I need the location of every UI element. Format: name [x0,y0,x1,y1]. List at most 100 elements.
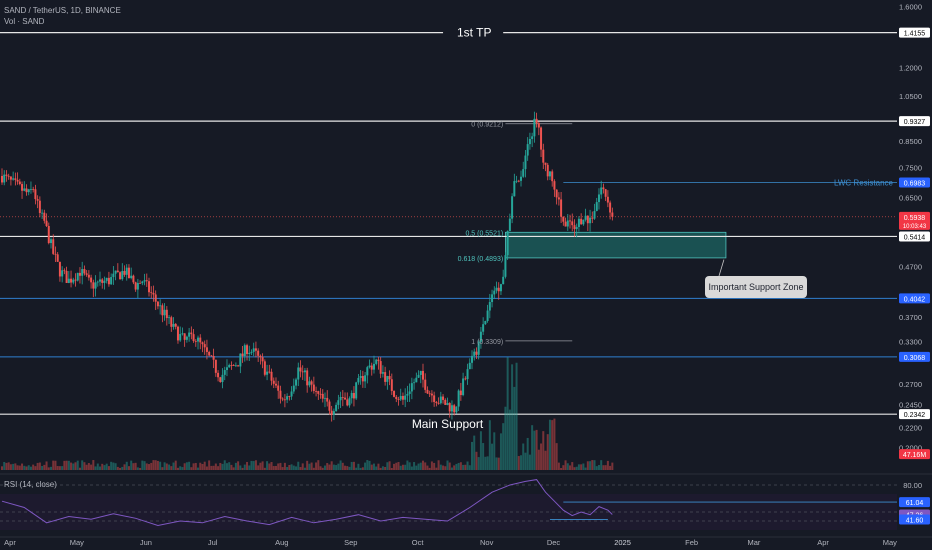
volume-bar [533,430,536,470]
candle-body [486,310,489,322]
volume-bar [317,460,320,470]
volume-bar [228,462,231,470]
candle-body [279,390,282,399]
volume-bar [495,457,498,470]
volume-bar [548,419,551,470]
volume-bar [352,461,355,470]
candle-body [372,363,375,370]
volume-bar [504,406,507,470]
volume-bar [148,464,151,470]
candle-body [348,398,351,406]
candle-body [23,188,26,191]
volume-bar [199,462,202,470]
candle-body [377,359,380,362]
candle-body [217,372,220,378]
volume-bar [270,461,273,470]
x-tick-label: Feb [685,538,698,547]
candle-body [25,188,28,193]
candle-body [274,383,277,386]
candle-body [197,337,200,342]
candle-body [239,353,242,367]
volume-bar [433,462,436,470]
volume-bar [54,460,57,470]
volume-bar [143,461,146,470]
candle-body [577,218,580,228]
volume-bar [609,465,612,470]
volume-bar [65,460,68,470]
volume-bar [355,467,358,470]
candle-body [14,178,17,180]
volume-bar [114,463,117,470]
candle-body [537,123,540,128]
candle-body [29,189,32,190]
volume-bar [511,364,514,470]
candle-body [105,277,108,281]
price-badge-label: 0.6983 [904,180,926,187]
x-tick-label: Apr [4,538,16,547]
candle-body [364,375,367,382]
candle-body [208,351,211,356]
volume-bar [87,463,90,470]
volume-bar [348,466,351,470]
candle-body [477,341,480,355]
volume-bar [459,462,462,470]
candle-body [361,375,364,382]
callout-pointer [718,259,725,277]
volume-bar [428,467,431,470]
volume-bar [339,460,342,470]
x-tick-label: Oct [412,538,425,547]
volume-title: Vol · SAND [4,17,45,26]
volume-bar [234,462,237,470]
volume-bar [208,460,211,470]
volume-bar [136,467,139,470]
volume-bar [497,457,500,470]
candle-body [473,351,476,356]
price-badge-label: 0.9327 [904,119,926,126]
volume-bar [528,454,531,470]
candle-body [426,389,429,394]
y-tick-label: 0.2700 [899,380,922,389]
candle-body [83,269,86,274]
volume-bar [406,460,409,470]
main-support-label: Main Support [412,417,484,431]
candle-body [482,324,485,332]
volume-bar [326,463,329,470]
y-tick-label: 0.3300 [899,337,922,346]
volume-bar [535,429,538,470]
volume-bar [139,467,142,470]
candle-body [174,323,177,327]
volume-bar [243,464,246,470]
volume-bar [223,460,226,470]
volume-bar [575,466,578,470]
volume-bar [426,465,429,470]
volume-bar [58,466,61,470]
volume-bar [540,443,543,470]
volume-bar [597,465,600,470]
volume-bar [437,460,440,470]
volume-bar [70,462,73,470]
candle-body [548,171,551,177]
candle-body [277,385,280,391]
volume-bar [589,461,592,470]
volume-bar [323,465,326,470]
candle-body [76,272,79,281]
symbol-title: SAND / TetherUS, 1D, BINANCE [4,6,121,15]
callout-box [705,276,807,298]
candle-body [74,279,77,281]
candle-body [52,239,55,254]
candle-body [511,196,514,219]
candle-body [495,287,498,291]
x-tick-label: Nov [480,538,494,547]
volume-bar [41,465,44,470]
volume-bar [248,465,251,470]
candle-body [404,395,407,400]
candle-body [408,391,411,394]
candle-body [295,379,298,386]
candle-body [379,361,382,374]
candle-body [121,271,124,280]
y-tick-label: 1.0500 [899,92,922,101]
candle-body [600,187,603,195]
candle-body [65,270,68,283]
